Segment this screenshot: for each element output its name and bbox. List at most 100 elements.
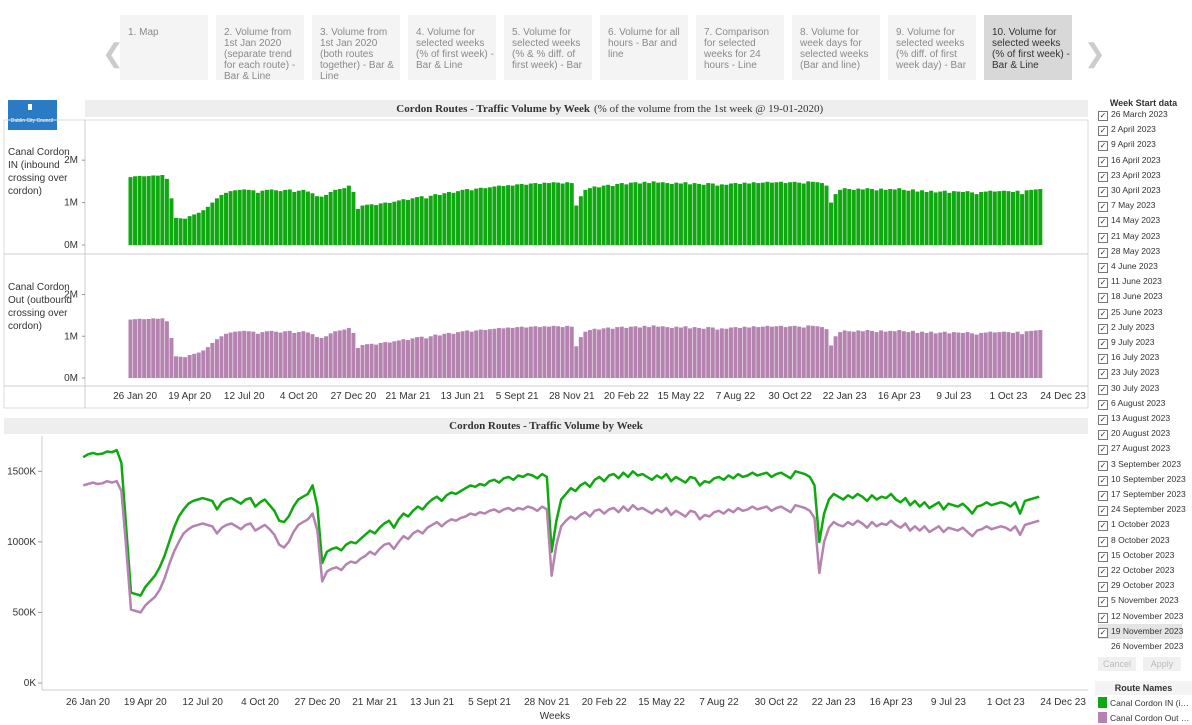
- checkbox[interactable]: ✓: [1098, 278, 1108, 289]
- checkbox[interactable]: ✓: [1098, 232, 1108, 243]
- checkbox[interactable]: ✓: [1098, 247, 1108, 258]
- checkbox[interactable]: ✓: [1098, 430, 1108, 441]
- filter-item[interactable]: ✓ 24 September 2023: [1098, 502, 1186, 517]
- filter-item[interactable]: ✓ 3 September 2023: [1098, 457, 1182, 472]
- checkbox[interactable]: ✓: [1098, 126, 1108, 137]
- checkbox[interactable]: ✓: [1098, 597, 1108, 608]
- tab[interactable]: 7. Comparison for selected weeks for 24 …: [696, 15, 788, 80]
- filter-item[interactable]: ✓ 16 April 2023: [1098, 153, 1182, 168]
- checkbox[interactable]: ✓: [1098, 171, 1108, 182]
- item-label: 23 April 2023: [1111, 169, 1161, 180]
- checkbox[interactable]: ✓: [1098, 202, 1108, 213]
- legend-item[interactable]: Canal Cordon IN (inbound crossing over c…: [1098, 696, 1190, 710]
- filter-item[interactable]: ✓ 29 October 2023: [1098, 578, 1182, 593]
- filter-item[interactable]: ✓ 20 August 2023: [1098, 426, 1182, 441]
- filter-item[interactable]: ✓ 23 April 2023: [1098, 168, 1182, 183]
- filter-item[interactable]: ✓ 21 May 2023: [1098, 229, 1182, 244]
- bar: [192, 214, 197, 245]
- filter-item[interactable]: ✓ 2 July 2023: [1098, 320, 1182, 335]
- bar: [492, 328, 497, 378]
- item-label: 26 November 2023: [1111, 641, 1184, 651]
- tab[interactable]: 6. Volume for all hours - Bar and line: [600, 15, 692, 80]
- filter-item[interactable]: ✓ 18 June 2023: [1098, 289, 1182, 304]
- filter-item[interactable]: ✓ 5 November 2023: [1098, 593, 1182, 608]
- legend-item[interactable]: Canal Cordon Out (outbound crossing over…: [1098, 711, 1190, 725]
- filter-item[interactable]: ✓ 12 November 2023: [1098, 609, 1183, 624]
- filter-item[interactable]: ✓ 27 August 2023: [1098, 441, 1182, 456]
- checkbox[interactable]: ✓: [1098, 475, 1108, 486]
- filter-item[interactable]: ✓ 9 July 2023: [1098, 335, 1182, 350]
- filter-item[interactable]: ✓ 6 August 2023: [1098, 396, 1182, 411]
- filter-item[interactable]: 26 November 2023: [1098, 639, 1184, 654]
- bar: [774, 326, 779, 378]
- bar: [1029, 330, 1034, 378]
- filter-item[interactable]: ✓ 9 April 2023: [1098, 137, 1182, 152]
- tab[interactable]: 5. Volume for selected weeks (% & % diff…: [504, 15, 596, 80]
- filter-item[interactable]: ✓ 25 June 2023: [1098, 305, 1182, 320]
- bar: [237, 189, 242, 245]
- bar: [815, 326, 820, 378]
- checkbox[interactable]: ✓: [1098, 187, 1108, 197]
- checkbox[interactable]: ✓: [1098, 111, 1108, 121]
- checkbox[interactable]: ✓: [1098, 536, 1108, 547]
- tab[interactable]: 9. Volume for selected weeks (% diff. of…: [888, 15, 980, 80]
- checkbox[interactable]: ✓: [1098, 339, 1108, 349]
- checkbox[interactable]: ✓: [1098, 354, 1108, 365]
- checkbox[interactable]: ✓: [1098, 156, 1108, 167]
- checkbox[interactable]: ✓: [1098, 141, 1108, 152]
- checkbox[interactable]: ✓: [1098, 323, 1108, 334]
- button[interactable]: Cancel: [1098, 657, 1136, 671]
- checkbox[interactable]: ✓: [1098, 506, 1108, 517]
- tab[interactable]: 8. Volume for week days for selected wee…: [792, 15, 884, 80]
- checkbox[interactable]: ✓: [1098, 460, 1108, 471]
- checkbox[interactable]: ✓: [1098, 399, 1108, 410]
- filter-item[interactable]: ✓ 30 July 2023: [1098, 381, 1182, 396]
- filter-item[interactable]: ✓ 16 July 2023: [1098, 350, 1182, 365]
- filter-item[interactable]: ✓ 11 June 2023: [1098, 274, 1182, 289]
- checkbox[interactable]: ✓: [1098, 582, 1108, 593]
- checkbox[interactable]: ✓: [1098, 567, 1108, 577]
- checkbox[interactable]: [1098, 640, 1108, 650]
- checkbox[interactable]: ✓: [1098, 491, 1108, 501]
- tab[interactable]: 3. Volume from 1st Jan 2020 (both routes…: [312, 15, 404, 80]
- checkbox[interactable]: ✓: [1098, 445, 1108, 456]
- button[interactable]: Apply: [1143, 657, 1181, 671]
- filter-item[interactable]: ✓ 17 September 2023: [1098, 487, 1186, 502]
- checkbox[interactable]: ✓: [1098, 612, 1108, 623]
- filter-item[interactable]: ✓ 2 April 2023: [1098, 122, 1182, 137]
- tab[interactable]: 2. Volume from 1st Jan 2020 (separate tr…: [216, 15, 308, 80]
- checkbox[interactable]: ✓: [1098, 627, 1108, 638]
- next-arrow[interactable]: ❯: [1084, 38, 1106, 68]
- tab[interactable]: 1. Map: [120, 15, 212, 80]
- bar: [424, 338, 429, 378]
- bar: [201, 210, 206, 245]
- checkbox[interactable]: ✓: [1098, 263, 1108, 273]
- filter-item[interactable]: ✓ 15 October 2023: [1098, 548, 1182, 563]
- filter-item[interactable]: ✓ 19 November 2023: [1098, 623, 1183, 639]
- filter-item[interactable]: ✓ 10 September 2023: [1098, 472, 1186, 487]
- prev-arrow[interactable]: ❮: [102, 38, 124, 68]
- filter-item[interactable]: ✓ 23 July 2023: [1098, 365, 1182, 380]
- filter-item[interactable]: ✓ 8 October 2023: [1098, 533, 1182, 548]
- filter-item[interactable]: ✓ 4 June 2023: [1098, 259, 1182, 274]
- filter-item[interactable]: ✓ 14 May 2023: [1098, 213, 1182, 228]
- filter-item[interactable]: ✓ 26 March 2023: [1098, 107, 1182, 122]
- checkbox[interactable]: ✓: [1098, 521, 1108, 532]
- checkbox[interactable]: ✓: [1098, 217, 1108, 228]
- tab[interactable]: 10. Volume for selected weeks (% of firs…: [984, 15, 1076, 80]
- filter-item[interactable]: ✓ 22 October 2023: [1098, 563, 1182, 578]
- tab[interactable]: 4. Volume for selected weeks (% of first…: [408, 15, 500, 80]
- bar: [160, 175, 165, 245]
- checkbox[interactable]: ✓: [1098, 551, 1108, 562]
- filter-item[interactable]: ✓ 28 May 2023: [1098, 244, 1182, 259]
- checkbox[interactable]: ✓: [1098, 384, 1108, 395]
- filter-item[interactable]: ✓ 7 May 2023: [1098, 198, 1182, 213]
- checkbox[interactable]: ✓: [1098, 308, 1108, 319]
- checkbox[interactable]: ✓: [1098, 369, 1108, 380]
- checkbox[interactable]: ✓: [1098, 293, 1108, 304]
- checkbox[interactable]: ✓: [1098, 415, 1108, 425]
- filter-item[interactable]: ✓ 1 October 2023: [1098, 517, 1182, 532]
- filter-item[interactable]: ✓ 13 August 2023: [1098, 411, 1182, 426]
- filter-item[interactable]: ✓ 30 April 2023: [1098, 183, 1182, 198]
